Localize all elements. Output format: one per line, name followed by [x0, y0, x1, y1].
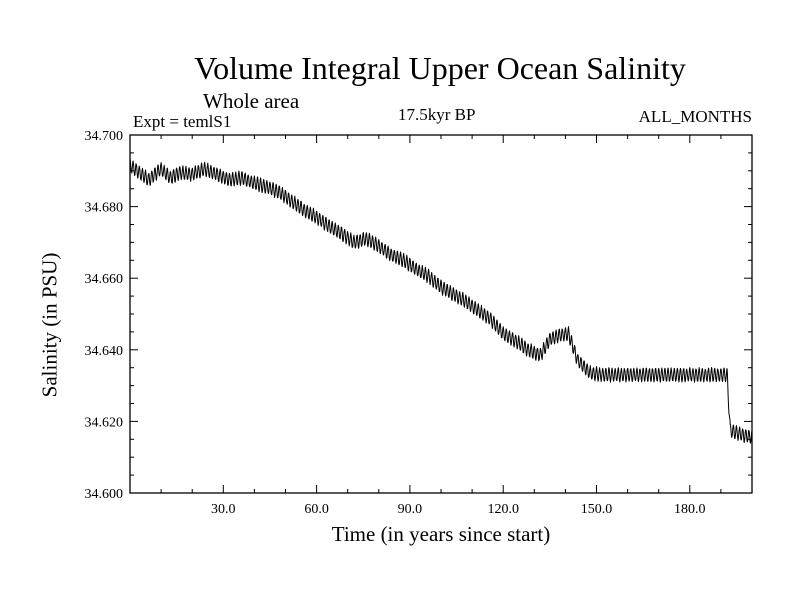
period-label: 17.5kyr BP — [398, 105, 476, 124]
series-layer — [129, 158, 753, 444]
x-axis-label: Time (in years since start) — [331, 522, 551, 546]
months-label: ALL_MONTHS — [638, 107, 752, 126]
x-tick-label: 60.0 — [304, 502, 329, 517]
y-tick-label: 34.640 — [85, 344, 124, 359]
y-tick-label: 34.660 — [85, 272, 124, 287]
experiment-label: Expt = temlS1 — [133, 112, 232, 131]
chart-subtitle: Whole area — [203, 89, 300, 113]
y-tick-label: 34.620 — [85, 415, 124, 430]
y-tick-label: 34.600 — [85, 487, 124, 502]
x-tick-label: 30.0 — [211, 502, 236, 517]
axis-ticks: 30.0 60.0 90.0 120.0 150.0 180.0 34.600 34.620 3… — [85, 129, 752, 517]
x-tick-label: 120.0 — [487, 502, 519, 517]
y-tick-label: 34.700 — [85, 129, 124, 144]
plot-frame — [129, 134, 753, 494]
salinity-series-line — [129, 158, 753, 444]
x-tick-label: 150.0 — [581, 502, 613, 517]
x-tick-label: 180.0 — [674, 502, 706, 517]
chart-title: Volume Integral Upper Ocean Salinity — [194, 50, 686, 86]
y-tick-label: 34.680 — [85, 201, 124, 216]
x-tick-label: 90.0 — [398, 502, 423, 517]
